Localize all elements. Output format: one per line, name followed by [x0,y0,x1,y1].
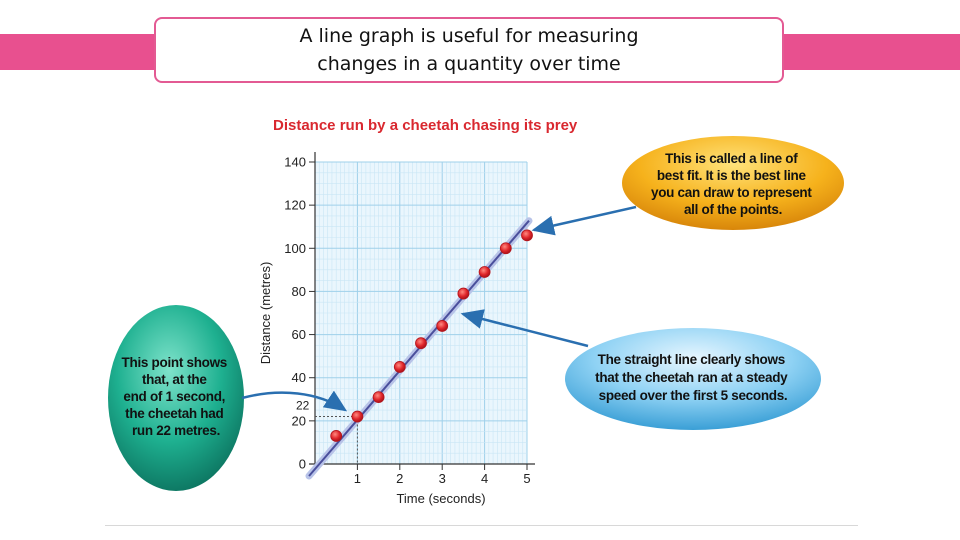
x-tick-label: 3 [439,471,446,486]
callout-top-right-line-4: all of the points. [684,202,782,217]
slide-title: A line graph is useful for measuring cha… [269,22,669,78]
data-point [478,266,491,278]
callout-bottom-right-line-1: The straight line clearly shows [598,352,785,367]
data-point [415,337,427,350]
y-tick-label: 60 [292,327,306,342]
data-point [499,242,512,255]
chart-grid [314,161,528,465]
y-tick-label: 20 [292,413,306,428]
data-point [351,410,364,423]
highlight-value-label: 22 [296,399,310,413]
callout-left-line-5: run 22 metres. [132,423,220,438]
callout-top-right-arrow [531,205,637,236]
y-tick-label: 100 [284,241,306,256]
y-tick-label: 40 [292,370,306,385]
x-axis-label: Time (seconds) [396,491,485,506]
callout-top-right: This is called a line of best fit. It is… [531,136,844,236]
callout-left-line-1: This point shows [122,355,227,370]
data-point [393,361,406,373]
slide-title-line-2: changes in a quantity over time [317,53,621,75]
callout-bottom-right-line-3: speed over the first 5 seconds. [599,388,788,403]
callout-left-line-2: that, at the [142,372,207,387]
y-tick-label: 140 [284,155,306,170]
x-tick-label: 1 [354,471,361,486]
y-tick-label: 0 [299,457,306,472]
callout-bottom-right-arrow [460,309,589,348]
data-point [330,430,343,442]
bottom-divider [105,525,858,526]
callout-left-bubble [108,305,244,491]
callout-top-right-line-2: best fit. It is the best line [657,168,807,183]
y-axis-label: Distance (metres) [258,262,273,365]
x-tick-label: 4 [481,471,488,486]
callout-top-right-line-1: This is called a line of [665,151,798,166]
callout-bottom-right-text: The straight line clearly shows that the… [595,352,791,403]
callout-left-line-4: the cheetah had [125,406,223,421]
highlight-group: 22 [296,399,358,464]
data-point [521,229,533,242]
data-point [436,320,449,332]
callout-left: This point shows that, at the end of 1 s… [108,305,348,491]
callout-bottom-right: The straight line clearly shows that the… [460,309,821,430]
y-tick-label: 120 [284,198,306,213]
callout-left-line-3: end of 1 second, [123,389,225,404]
chart-title: Distance run by a cheetah chasing its pr… [273,117,578,134]
callout-left-arrow [241,390,348,412]
chart-tick-labels: 0 20 40 60 80 100 120 140 1 2 3 4 5 [284,155,530,487]
x-tick-label: 5 [523,471,530,486]
y-tick-label: 80 [292,284,306,299]
slide-title-line-1: A line graph is useful for measuring [299,25,639,47]
data-point [457,287,470,300]
callout-top-right-bubble [622,136,844,230]
callout-bottom-right-bubble [565,328,821,430]
callout-top-right-line-3: you can draw to represent [651,185,812,200]
callout-bottom-right-line-2: that the cheetah ran at a steady [595,370,788,385]
slide-title-box: A line graph is useful for measuring cha… [154,17,784,83]
callout-top-right-text: This is called a line of best fit. It is… [651,151,815,217]
callout-left-text: This point shows that, at the end of 1 s… [122,355,231,438]
data-points [330,229,533,442]
data-point [372,391,385,404]
x-tick-label: 2 [396,471,403,486]
